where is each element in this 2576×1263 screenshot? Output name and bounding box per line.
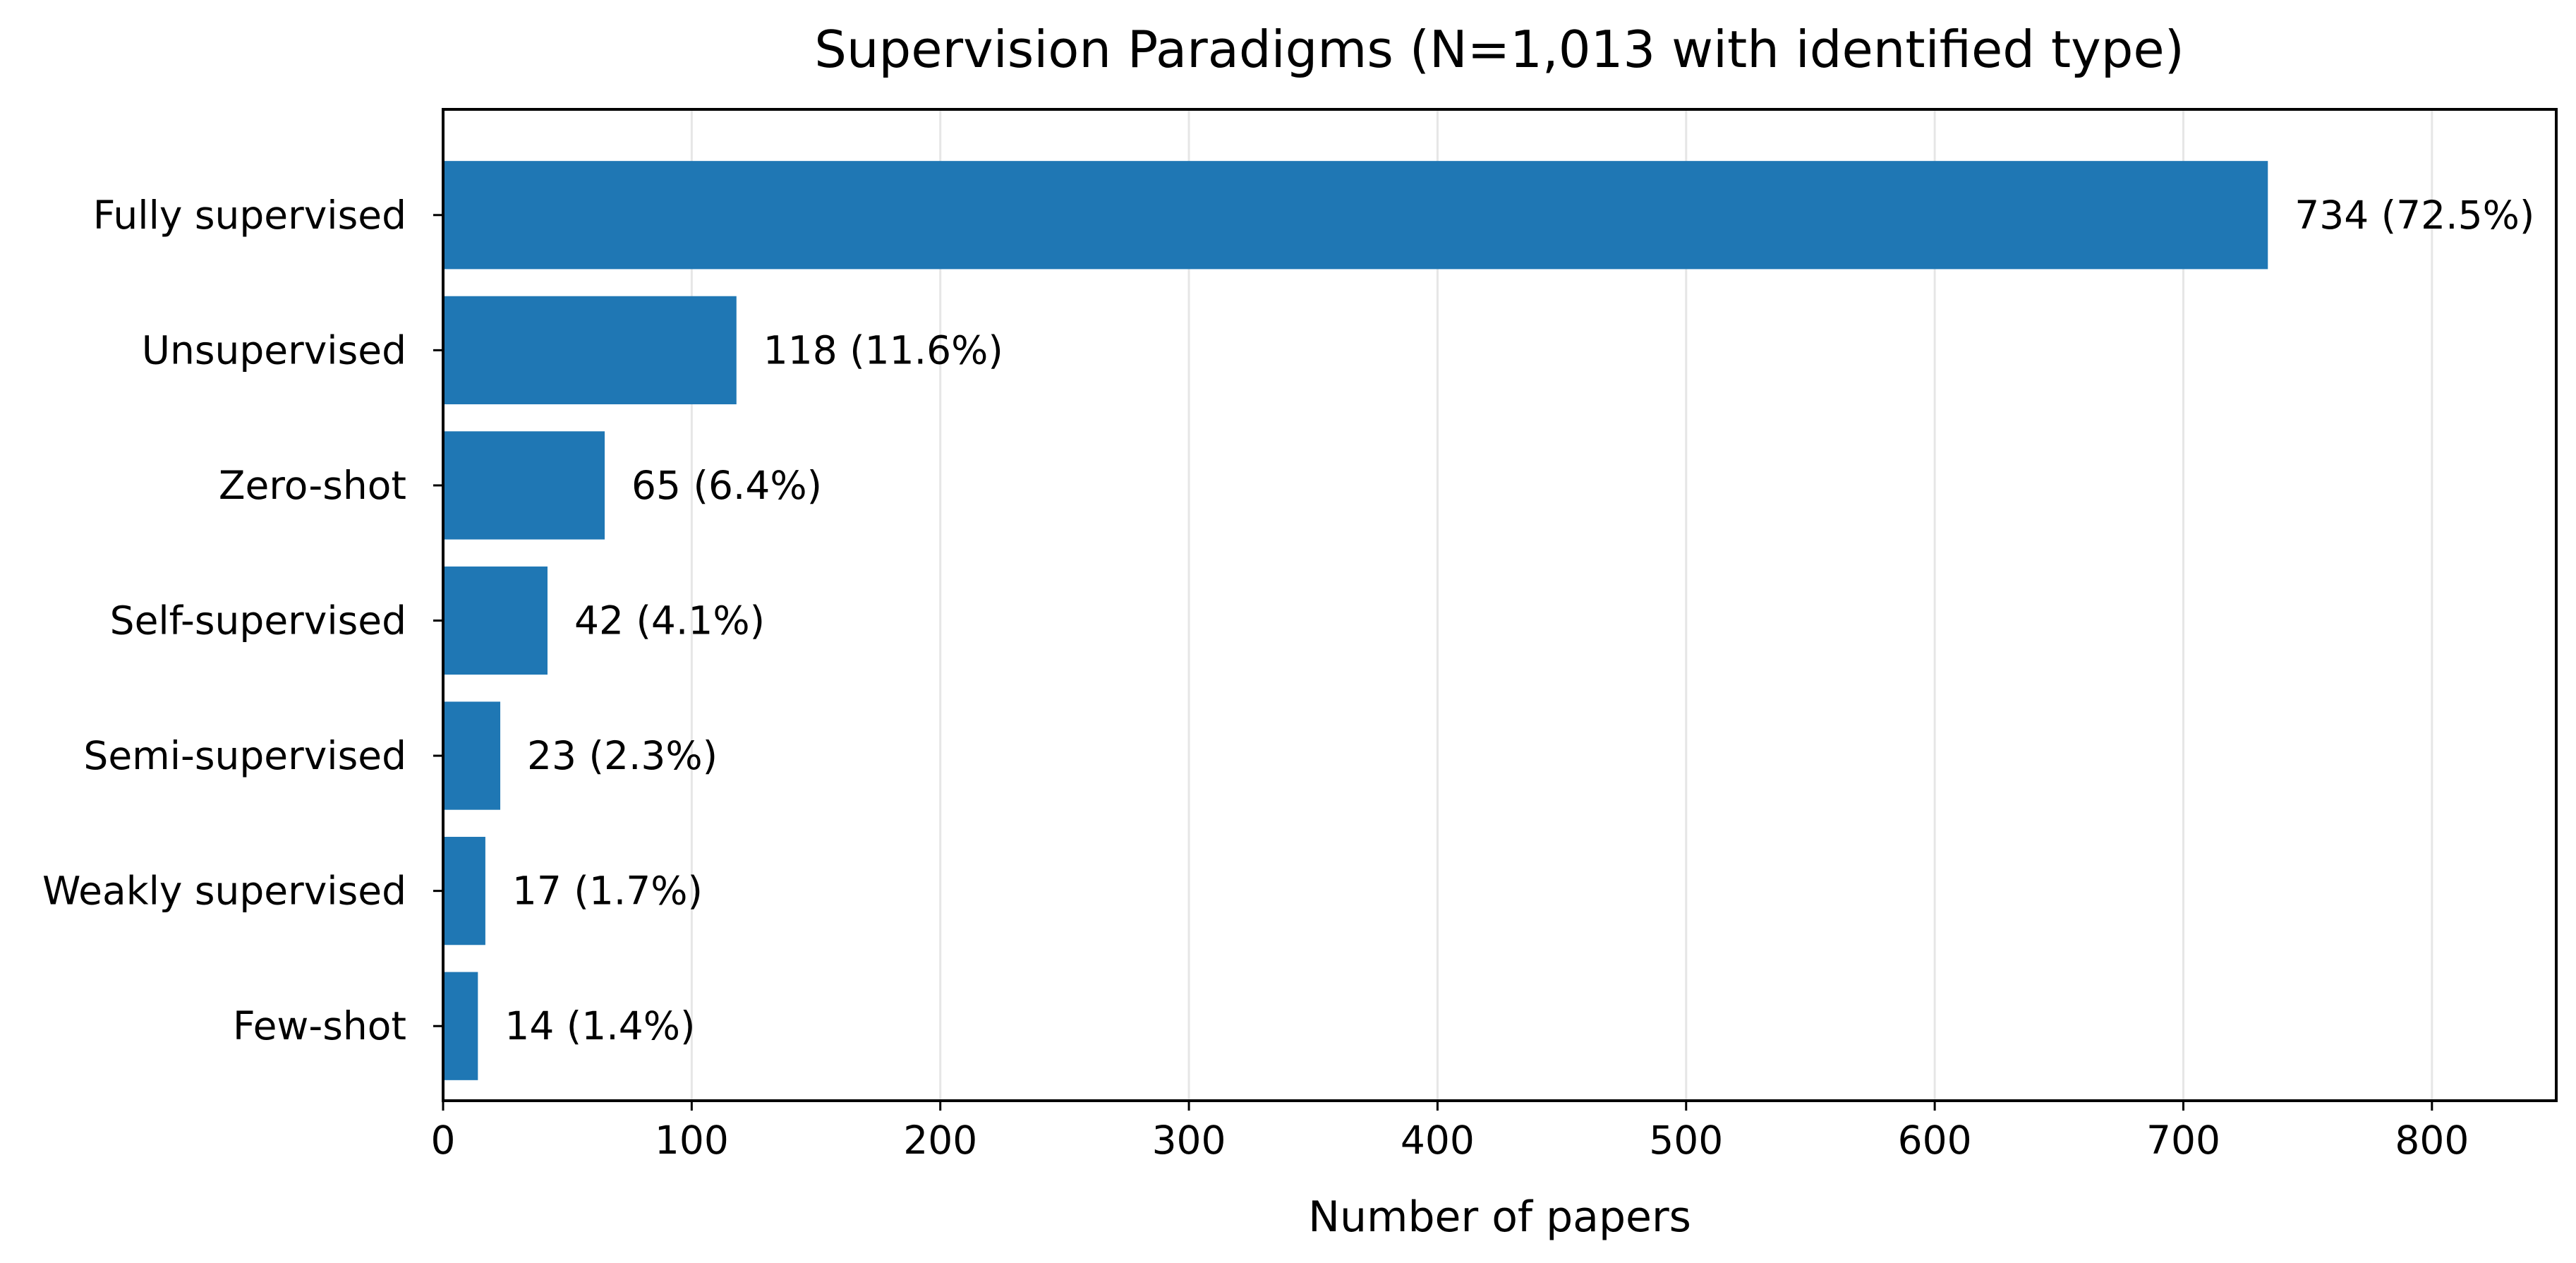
bar-value-label: 17 (1.7%)	[512, 869, 703, 914]
x-tick-label: 700	[2146, 1118, 2220, 1163]
bar-value-label: 42 (4.1%)	[574, 598, 765, 643]
x-tick-label: 400	[1401, 1118, 1475, 1163]
x-tick-label: 300	[1152, 1118, 1226, 1163]
x-axis-ticks: 0 100 200 300 400 500 600 700 800	[431, 1101, 2469, 1163]
chart-title: Supervision Paradigms (N=1,013 with iden…	[814, 20, 2184, 79]
bar-value-label: 734 (72.5%)	[2294, 193, 2534, 238]
bar-few-shot	[443, 972, 478, 1080]
bar-unsupervised	[443, 296, 737, 404]
x-tick-label: 600	[1898, 1118, 1972, 1163]
x-tick-label: 800	[2395, 1118, 2469, 1163]
bars	[443, 161, 2268, 1080]
bar-value-label: 118 (11.6%)	[763, 327, 1003, 373]
y-tick-label: Semi-supervised	[83, 733, 406, 778]
data-labels: 734 (72.5%) 118 (11.6%) 65 (6.4%) 42 (4.1%)…	[504, 193, 2534, 1049]
x-tick-label: 100	[655, 1118, 729, 1163]
bar-semi-supervised	[443, 701, 501, 810]
gridlines	[442, 109, 2433, 1101]
x-axis-label: Number of papers	[1308, 1192, 1691, 1242]
bar-value-label: 65 (6.4%)	[631, 463, 822, 508]
y-tick-label: Few-shot	[233, 1003, 406, 1049]
y-axis-ticks: Fully supervised Unsupervised Zero-shot Sel…	[42, 193, 443, 1049]
bar-value-label: 23 (2.3%)	[527, 733, 718, 778]
y-tick-label: Fully supervised	[93, 193, 406, 238]
y-tick-label: Zero-shot	[219, 463, 406, 508]
bar-value-label: 14 (1.4%)	[504, 1003, 695, 1049]
x-tick-label: 0	[431, 1118, 456, 1163]
x-tick-label: 500	[1649, 1118, 1723, 1163]
x-tick-label: 200	[903, 1118, 977, 1163]
y-tick-label: Self-supervised	[110, 598, 406, 643]
bar-self-supervised	[443, 566, 548, 675]
y-tick-label: Unsupervised	[142, 327, 406, 373]
bar-fully-supervised	[443, 161, 2268, 270]
bar-zero-shot	[443, 431, 605, 540]
y-tick-label: Weakly supervised	[42, 869, 406, 914]
bar-weakly-supervised	[443, 837, 485, 945]
plot-frame	[442, 108, 2558, 1102]
